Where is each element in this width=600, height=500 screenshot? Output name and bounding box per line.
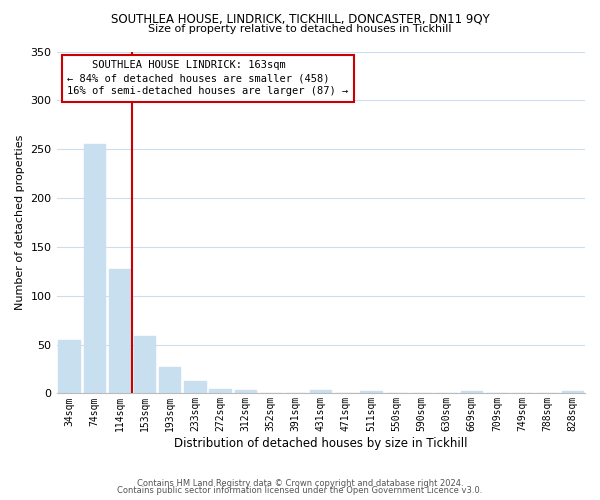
Text: SOUTHLEA HOUSE LINDRICK: 163sqm
← 84% of detached houses are smaller (458)
16% o: SOUTHLEA HOUSE LINDRICK: 163sqm ← 84% of… [67,60,349,96]
Text: Size of property relative to detached houses in Tickhill: Size of property relative to detached ho… [148,24,452,34]
Bar [58,340,80,394]
Bar [109,270,130,394]
Bar [159,367,181,394]
Bar [134,336,155,394]
Text: SOUTHLEA HOUSE, LINDRICK, TICKHILL, DONCASTER, DN11 9QY: SOUTHLEA HOUSE, LINDRICK, TICKHILL, DONC… [110,12,490,26]
Bar [562,392,583,394]
Bar [461,392,482,394]
Bar [361,392,382,394]
Bar [83,144,105,394]
Bar [184,380,206,394]
Y-axis label: Number of detached properties: Number of detached properties [15,135,25,310]
Text: Contains public sector information licensed under the Open Government Licence v3: Contains public sector information licen… [118,486,482,495]
Bar [235,390,256,394]
X-axis label: Distribution of detached houses by size in Tickhill: Distribution of detached houses by size … [174,437,467,450]
Bar [209,388,231,394]
Text: Contains HM Land Registry data © Crown copyright and database right 2024.: Contains HM Land Registry data © Crown c… [137,478,463,488]
Bar [310,390,331,394]
